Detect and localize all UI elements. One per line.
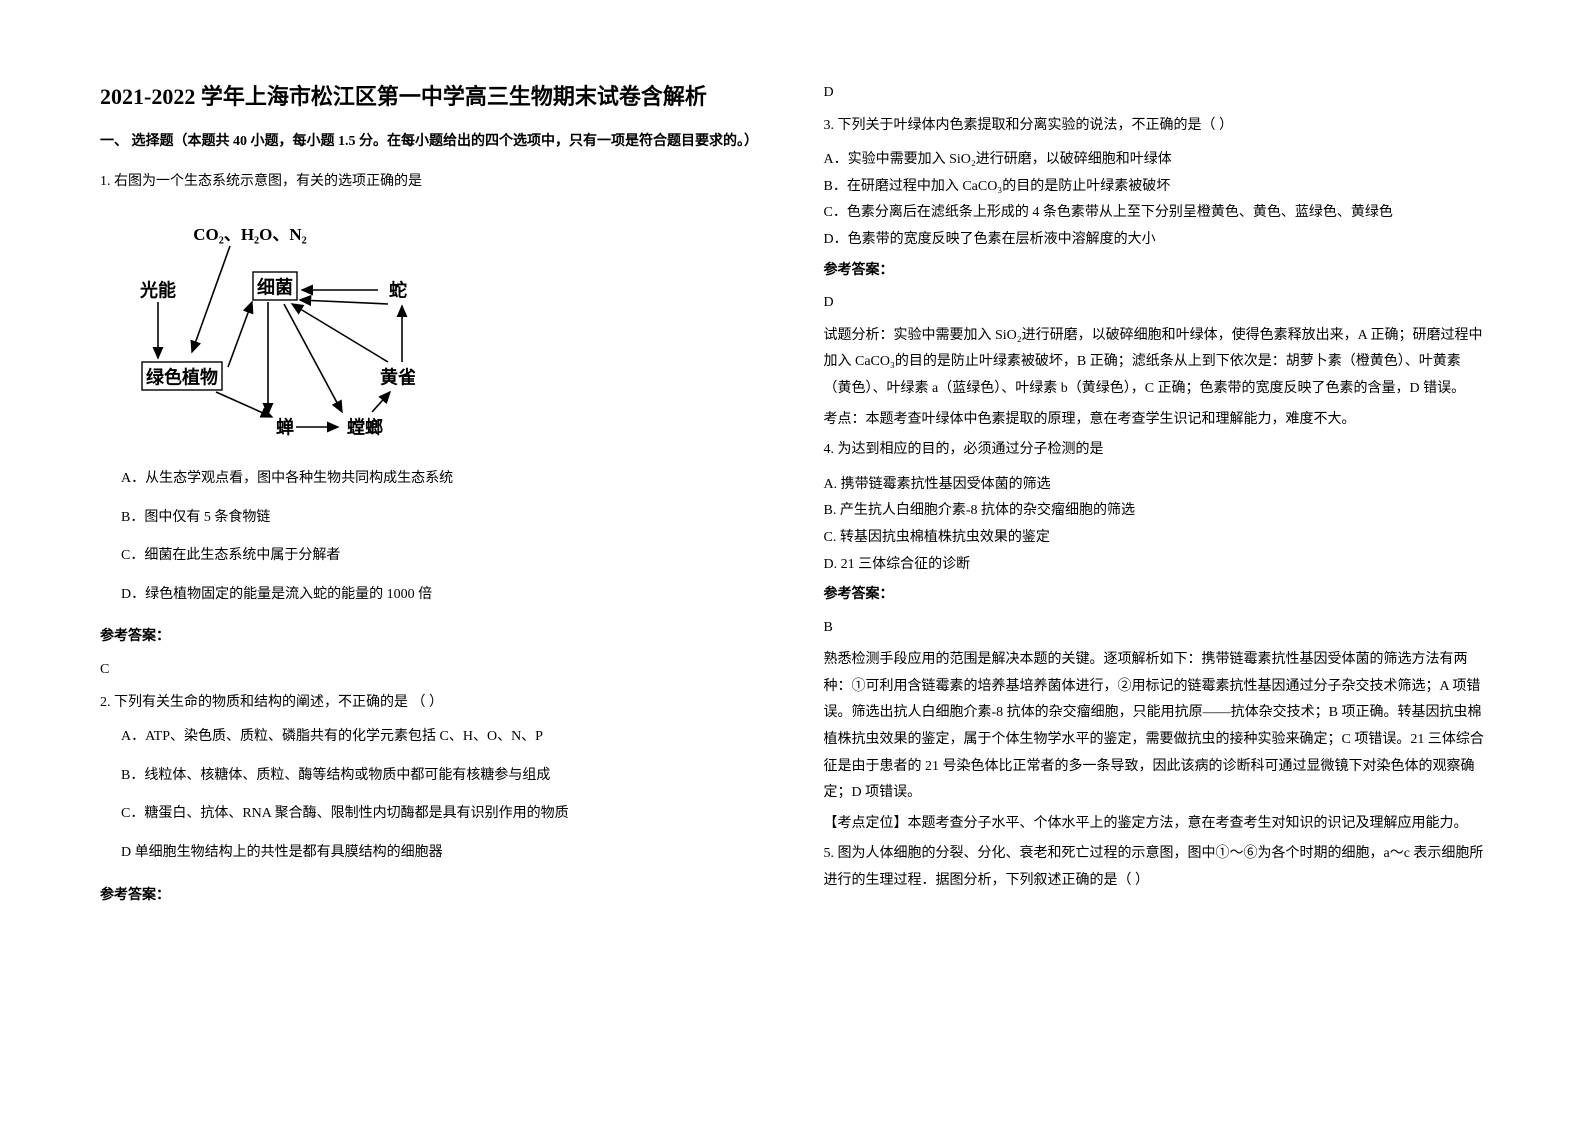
doc-title: 2021-2022 学年上海市松江区第一中学高三生物期末试卷含解析 xyxy=(100,80,764,113)
q4-optB: B. 产生抗人白细胞介素-8 抗体的杂交瘤细胞的筛选 xyxy=(824,498,1488,525)
q2-optC: C．糖蛋白、抗体、RNA 聚合酶、限制性内切酶都是具有识别作用的物质 xyxy=(121,801,764,828)
svg-text:细菌: 细菌 xyxy=(257,276,293,297)
q4-exp1: 熟悉检测手段应用的范围是解决本题的关键。逐项解析如下：携带链霉素抗性基因受体菌的… xyxy=(824,647,1488,807)
svg-text:黄雀: 黄雀 xyxy=(380,366,416,387)
svg-text:光能: 光能 xyxy=(139,279,176,300)
svg-text:CO₂、H₂O、N₂: CO₂、H₂O、N₂ xyxy=(193,225,307,244)
q1-ans-label: 参考答案： xyxy=(100,624,764,651)
section-header: 一、 选择题（本题共 40 小题，每小题 1.5 分。在每小题给出的四个选项中，… xyxy=(100,131,764,153)
q4-stem: 4. 为达到相应的目的，必须通过分子检测的是 xyxy=(824,437,1488,464)
svg-text:螳螂: 螳螂 xyxy=(347,416,383,437)
q2-optA: A．ATP、染色质、质粒、磷脂共有的化学元素包括 C、H、O、N、P xyxy=(121,724,764,751)
q1-diagram: CO₂、H₂O、N₂ 光能 细菌 蛇绿色植物 黄雀蝉 螳螂 xyxy=(120,212,764,452)
q3-exp2: 考点：本题考查叶绿体中色素提取的原理，意在考查学生识记和理解能力，难度不大。 xyxy=(824,407,1488,434)
q3-exp1: 试题分析：实验中需要加入 SiO₂进行研磨，以破碎细胞和叶绿体，使得色素释放出来… xyxy=(824,323,1488,403)
q4-exp2: 【考点定位】本题考查分子水平、个体水平上的鉴定方法，意在考查考生对知识的识记及理… xyxy=(824,811,1488,838)
svg-text:绿色植物: 绿色植物 xyxy=(146,366,218,387)
q3-optC: C．色素分离后在滤纸条上形成的 4 条色素带从上至下分别呈橙黄色、黄色、蓝绿色、… xyxy=(824,200,1488,227)
q1-stem: 1. 右图为一个生态系统示意图，有关的选项正确的是 xyxy=(100,169,764,196)
q1-optC: C．细菌在此生态系统中属于分解者 xyxy=(121,543,764,570)
q5-stem: 5. 图为人体细胞的分裂、分化、衰老和死亡过程的示意图，图中①～⑥为各个时期的细… xyxy=(824,841,1488,894)
svg-text:蛇: 蛇 xyxy=(389,279,407,300)
left-column: 2021-2022 学年上海市松江区第一中学高三生物期末试卷含解析 一、 选择题… xyxy=(100,80,764,1082)
q2-ans-label: 参考答案： xyxy=(100,883,764,910)
q3-optB: B．在研磨过程中加入 CaCO₃的目的是防止叶绿素被破坏 xyxy=(824,174,1488,201)
q4-ans-label: 参考答案： xyxy=(824,582,1488,609)
q3-ans: D xyxy=(824,290,1488,317)
svg-text:蝉: 蝉 xyxy=(276,416,294,437)
q2-optB: B．线粒体、核糖体、质粒、酶等结构或物质中都可能有核糖参与组成 xyxy=(121,763,764,790)
q4-ans: B xyxy=(824,615,1488,642)
q1-optB: B．图中仅有 5 条食物链 xyxy=(121,505,764,532)
q4-optA: A. 携带链霉素抗性基因受体菌的筛选 xyxy=(824,472,1488,499)
q1-optA: A．从生态学观点看，图中各种生物共同构成生态系统 xyxy=(121,466,764,493)
q3-optA: A．实验中需要加入 SiO₂进行研磨，以破碎细胞和叶绿体 xyxy=(824,147,1488,174)
q1-ans: C xyxy=(100,657,764,684)
q3-stem: 3. 下列关于叶绿体内色素提取和分离实验的说法，不正确的是（ ） xyxy=(824,113,1488,140)
q3-ans-label: 参考答案： xyxy=(824,258,1488,285)
q2-ans: D xyxy=(824,80,1488,107)
q2-optD: D 单细胞生物结构上的共性是都有具膜结构的细胞器 xyxy=(121,840,764,867)
q4-optC: C. 转基因抗虫棉植株抗虫效果的鉴定 xyxy=(824,525,1488,552)
q1-optD: D．绿色植物固定的能量是流入蛇的能量的 1000 倍 xyxy=(121,582,764,609)
q2-stem: 2. 下列有关生命的物质和结构的阐述，不正确的是 （ ） xyxy=(100,690,764,717)
q4-optD: D. 21 三体综合征的诊断 xyxy=(824,552,1488,579)
q3-optD: D．色素带的宽度反映了色素在层析液中溶解度的大小 xyxy=(824,227,1488,254)
right-column: D 3. 下列关于叶绿体内色素提取和分离实验的说法，不正确的是（ ） A．实验中… xyxy=(824,80,1488,1082)
